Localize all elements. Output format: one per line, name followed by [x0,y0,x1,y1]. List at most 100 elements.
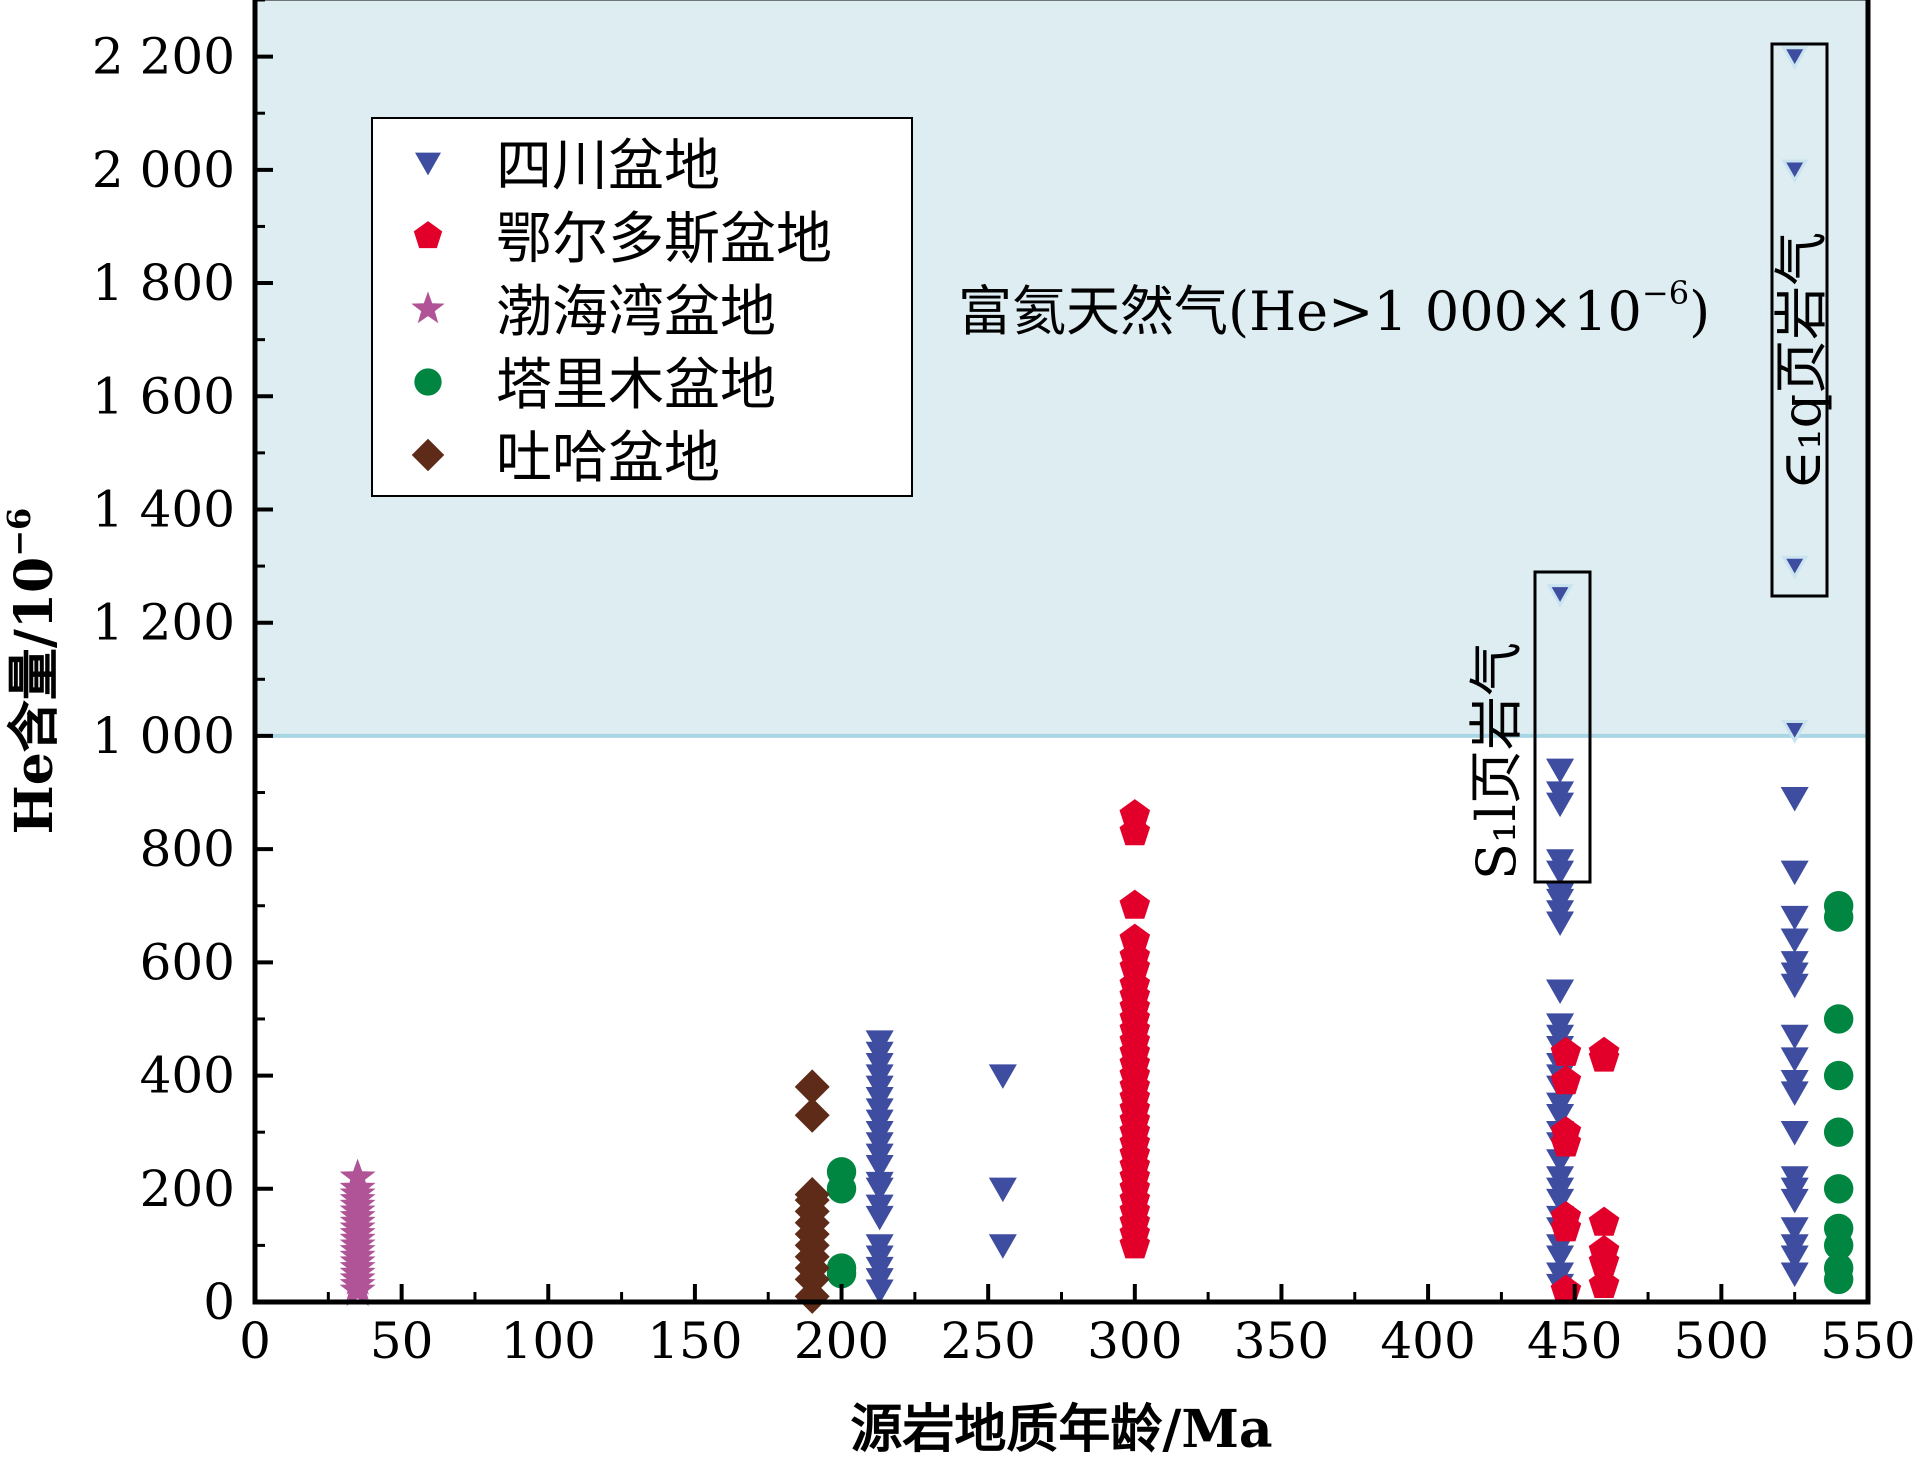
data-point [1780,1166,1809,1191]
data-point [794,1097,830,1133]
data-point [1823,891,1854,921]
data-point [988,1177,1017,1203]
data-point [1780,1217,1809,1242]
data-point [865,1194,894,1220]
legend-label: 塔里木盆地 [496,353,776,418]
data-point [1780,1234,1809,1259]
data-point [1588,1206,1620,1236]
data-point [1823,1004,1854,1034]
y-tick-label: 1 600 [92,367,235,425]
x-axis-title: 源岩地质年龄/Ma [850,1399,1272,1457]
data-point [1823,1253,1854,1283]
y-tick-label: 1 400 [92,480,235,538]
data-point [865,1171,894,1197]
y-tick-label: 600 [140,933,235,991]
data-point [865,1030,894,1055]
data-point [1780,1047,1809,1072]
data-point [1546,1262,1575,1287]
legend-box [371,117,913,497]
legend-label: 吐哈盆地 [496,426,720,491]
x-tick-label: 200 [794,1312,889,1370]
x-tick-label: 450 [1527,1312,1622,1370]
data-point [865,1234,894,1259]
data-point [1550,1036,1582,1066]
annotations: 富氦天然气(He>1 000×10−6) S₁l页岩气 ∈₁q页岩气 [958,42,1833,884]
data-point [1780,1120,1809,1146]
region-label: 富氦天然气(He>1 000×10−6) [958,274,1710,343]
data-point [1546,1166,1575,1191]
data-point [1823,1174,1854,1204]
x-tick-label: 300 [1087,1312,1182,1370]
legend-marker [413,221,443,249]
data-point [1546,584,1574,608]
legend-marker [411,438,445,472]
legend-label: 鄂尔多斯盆地 [496,207,832,272]
data-point [1781,46,1809,71]
data-point [1780,951,1809,976]
data-point [1780,786,1809,812]
legend-marker [411,291,445,324]
series-4 [826,891,1854,1295]
x-tick-label: 250 [940,1312,1035,1370]
data-point [794,1069,830,1105]
data-point [1550,1116,1582,1146]
x-tick-label: 0 [239,1312,271,1370]
e1q-box [1770,42,1829,598]
legend-marker [415,152,441,176]
data-points [339,46,1854,1314]
data-point [1119,889,1151,919]
s1l-box [1533,570,1592,884]
data-point [1546,979,1575,1004]
y-tick-label: 2 000 [92,141,235,199]
legend-label: 渤海湾盆地 [496,280,776,345]
x-tick-label: 100 [501,1312,596,1370]
data-point [1780,1070,1809,1095]
data-point [826,1253,857,1283]
data-point [988,1064,1017,1089]
data-point [339,1169,376,1205]
data-point [1781,555,1809,580]
data-point [1823,1117,1854,1147]
data-point [1781,159,1809,184]
y-tick-label: 800 [140,820,235,878]
x-tick-label: 400 [1380,1312,1475,1370]
x-tick-label: 550 [1820,1312,1915,1370]
y-tick-label: 0 [203,1273,235,1331]
data-point [1550,1065,1582,1095]
data-point [1780,1262,1809,1287]
data-point [1550,1201,1582,1231]
e1q-label: ∈₁q页岩气 [1770,232,1833,490]
data-point [1588,1235,1620,1265]
series-5 [794,1069,830,1314]
y-tick-label: 2 200 [92,28,235,86]
data-point [1780,905,1809,931]
y-tick-label: 200 [140,1160,235,1218]
data-point [1546,781,1575,806]
data-point [1588,1036,1620,1066]
y-tick-label: 400 [140,1047,235,1105]
series-3 [339,1158,376,1306]
data-point [1780,1024,1809,1050]
x-tick-label: 150 [647,1312,742,1370]
legend-label: 四川盆地 [496,134,720,199]
x-tick-label: 50 [370,1312,434,1370]
x-tick-label: 500 [1674,1312,1769,1370]
y-tick-label: 1 800 [92,254,235,312]
data-point [1588,1268,1620,1298]
s1l-label: S₁l页岩气 [1465,642,1528,880]
data-point [1546,883,1575,908]
y-tick-label: 1 000 [92,707,235,765]
data-point [1119,799,1151,829]
data-point [1546,1013,1575,1038]
data-point [1780,860,1809,886]
data-point [1781,719,1809,744]
data-point [826,1157,857,1187]
data-point [339,1158,376,1193]
x-tick-label: 350 [1234,1312,1329,1370]
data-point [1780,928,1809,954]
data-point [1823,1213,1854,1244]
data-point [1546,758,1575,784]
